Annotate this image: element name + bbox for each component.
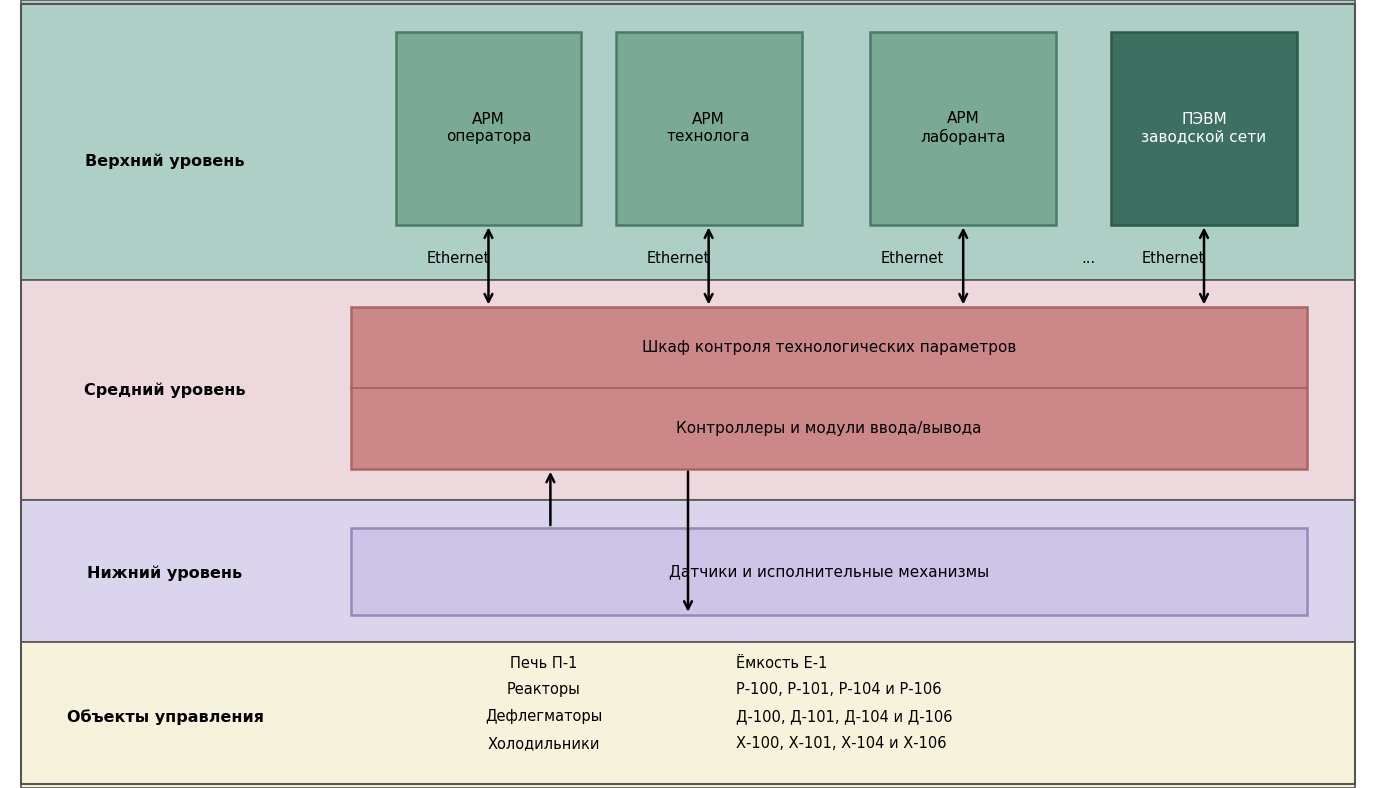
Text: Д-100, Д-101, Д-104 и Д-106: Д-100, Д-101, Д-104 и Д-106 xyxy=(736,709,952,724)
Text: Нижний уровень: Нижний уровень xyxy=(88,566,242,582)
Bar xyxy=(870,32,1057,225)
Text: АРМ
лаборанта: АРМ лаборанта xyxy=(921,111,1006,145)
Text: Ethernet: Ethernet xyxy=(881,251,944,266)
Bar xyxy=(351,528,1307,615)
Text: Ethernet: Ethernet xyxy=(1142,251,1205,266)
Text: Объекты управления: Объекты управления xyxy=(66,709,264,725)
Bar xyxy=(616,32,801,225)
Text: Р-100, Р-101, Р-104 и Р-106: Р-100, Р-101, Р-104 и Р-106 xyxy=(736,682,941,697)
Text: Х-100, Х-101, Х-104 и Х-106: Х-100, Х-101, Х-104 и Х-106 xyxy=(736,736,947,751)
Text: Дефлегматоры: Дефлегматоры xyxy=(484,709,603,724)
Text: ПЭВМ
заводской сети: ПЭВМ заводской сети xyxy=(1142,112,1266,144)
Text: Холодильники: Холодильники xyxy=(487,736,600,751)
Text: Верхний уровень: Верхний уровень xyxy=(85,154,245,169)
Bar xyxy=(21,500,1355,642)
Text: Печь П-1: Печь П-1 xyxy=(510,656,577,671)
Text: Датчики и исполнительные механизмы: Датчики и исполнительные механизмы xyxy=(669,563,989,579)
Text: АРМ
оператора: АРМ оператора xyxy=(446,112,531,144)
Text: Контроллеры и модули ввода/вывода: Контроллеры и модули ввода/вывода xyxy=(676,421,982,436)
Text: Ёмкость Е-1: Ёмкость Е-1 xyxy=(736,656,827,671)
Bar xyxy=(1110,32,1296,225)
Text: ...: ... xyxy=(1082,251,1095,266)
Bar xyxy=(351,307,1307,469)
Bar xyxy=(21,0,1355,280)
Text: Ethernet: Ethernet xyxy=(427,251,490,266)
Text: Средний уровень: Средний уровень xyxy=(84,382,246,398)
Text: Шкаф контроля технологических параметров: Шкаф контроля технологических параметров xyxy=(641,340,1017,355)
Bar xyxy=(21,280,1355,500)
Bar xyxy=(396,32,581,225)
Text: АРМ
технолога: АРМ технолога xyxy=(667,112,750,144)
Bar xyxy=(21,642,1355,788)
Text: Ethernet: Ethernet xyxy=(647,251,710,266)
Text: Реакторы: Реакторы xyxy=(506,682,581,697)
